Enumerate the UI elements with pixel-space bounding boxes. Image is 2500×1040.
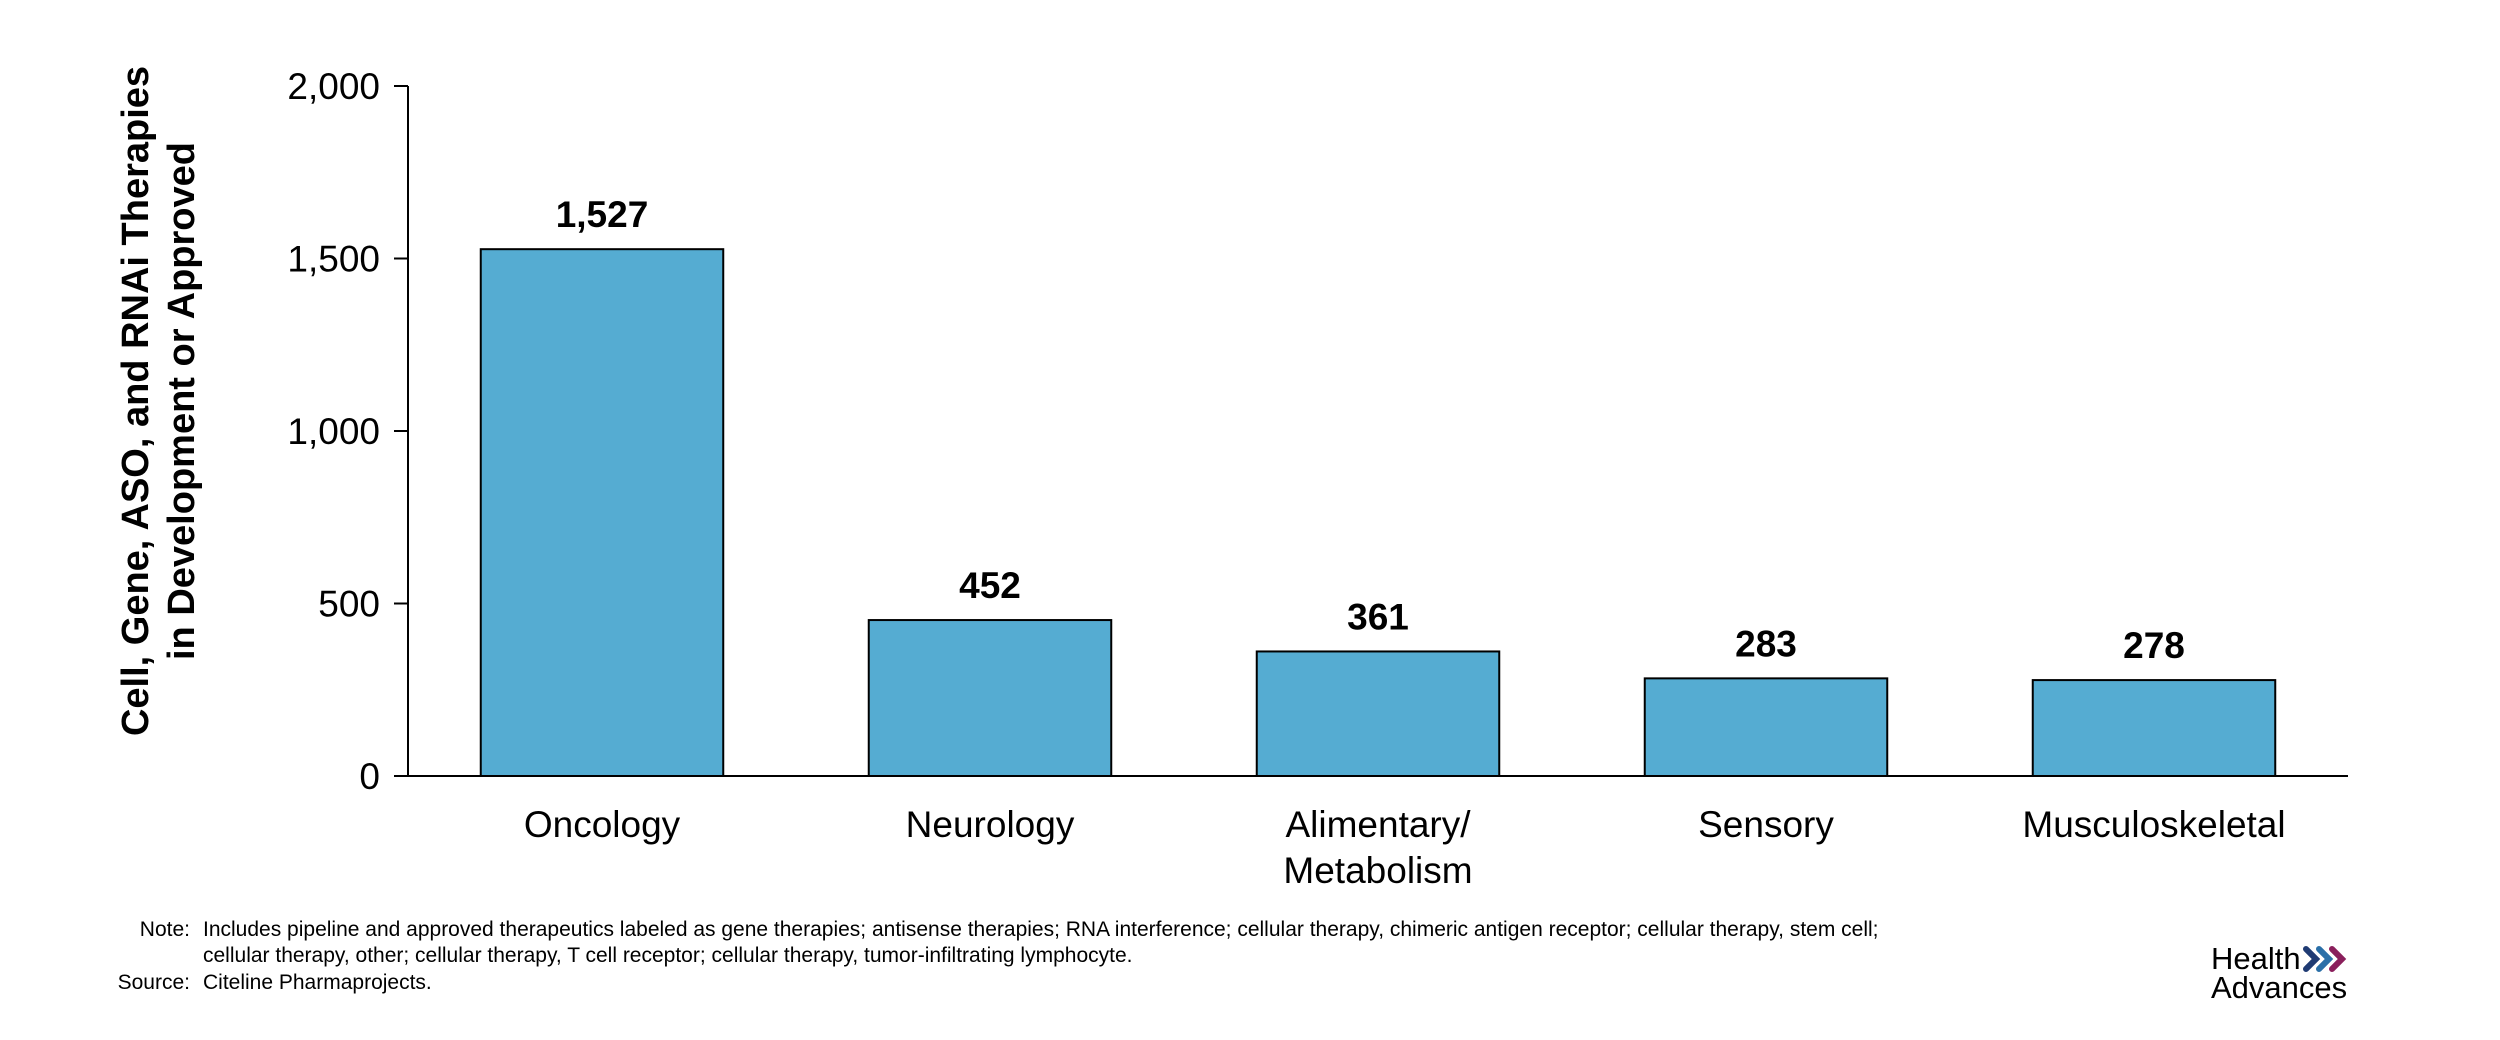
y-tick-label: 500: [318, 584, 380, 625]
category-label: Oncology: [524, 804, 681, 845]
note-line-1: Includes pipeline and approved therapeut…: [203, 918, 1879, 941]
y-axis-ticks: 0 500 1,000 1,500 2,000: [287, 66, 408, 797]
y-axis-title-line: Cell, Gene, ASO, and RNAi Therapies: [115, 66, 157, 736]
category-label-line: Sensory: [1698, 804, 1834, 845]
y-tick-label: 1,000: [287, 411, 380, 452]
category-label: Musculoskeletal: [2022, 804, 2285, 845]
data-label: 361: [1347, 596, 1409, 637]
data-label: 452: [959, 565, 1021, 606]
axes: [407, 86, 2348, 777]
chevron-icon: [2329, 946, 2347, 972]
source-label: Source:: [118, 971, 190, 994]
chevron-icon: [2303, 946, 2321, 972]
category-label: Neurology: [906, 804, 1075, 845]
category-label-line: Neurology: [906, 804, 1075, 845]
health-advances-logo: Health Advances: [2211, 941, 2347, 1005]
logo-line-1: Health: [2211, 941, 2301, 976]
y-tick-label: 0: [359, 756, 380, 797]
category-label: Sensory: [1698, 804, 1834, 845]
y-axis-title-line: in Development or Approved: [161, 142, 203, 660]
bars: 1,527 Oncology 452 Neurology 361 Alimentary/M…: [479, 194, 2286, 891]
bar: [1643, 677, 1889, 777]
y-tick-label: 2,000: [287, 66, 380, 107]
y-axis-title: Cell, Gene, ASO, and RNAi Therapies in De…: [115, 66, 203, 736]
category-label-line: Oncology: [524, 804, 681, 845]
data-label: 278: [2123, 625, 2185, 666]
note-label: Note:: [140, 918, 190, 941]
data-label: 1,527: [556, 194, 649, 235]
category-label-line: Alimentary/: [1285, 804, 1471, 845]
category-label-line: Musculoskeletal: [2022, 804, 2285, 845]
category-label: Alimentary/Metabolism: [1283, 804, 1472, 891]
chevron-icon: [2316, 946, 2334, 972]
bar: [2031, 679, 2277, 778]
data-label: 283: [1735, 623, 1797, 664]
bar: [1255, 650, 1501, 778]
y-tick-label: 1,500: [287, 239, 380, 280]
bar: [479, 248, 725, 777]
y-axis-label: Cell, Gene, ASO, and RNAi Therapies in De…: [115, 66, 203, 736]
note-line-2: cellular therapy, other; cellular therap…: [203, 944, 1132, 967]
triple-chevron-icon: [2303, 946, 2347, 972]
logo-line-2: Advances: [2211, 970, 2347, 1005]
category-label-line: Metabolism: [1283, 850, 1472, 891]
source-text: Citeline Pharmaprojects.: [203, 971, 432, 994]
footnotes: Note: Includes pipeline and approved the…: [118, 918, 1879, 994]
bar: [867, 619, 1113, 777]
